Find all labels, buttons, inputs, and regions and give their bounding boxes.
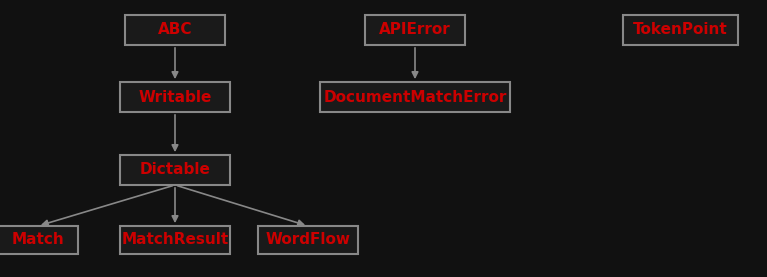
Text: APIError: APIError — [379, 22, 451, 37]
Bar — [365, 15, 465, 45]
Text: Writable: Writable — [138, 89, 212, 104]
Bar — [320, 82, 510, 112]
Text: DocumentMatchError: DocumentMatchError — [324, 89, 507, 104]
Bar — [623, 15, 738, 45]
Bar — [258, 226, 358, 254]
Text: WordFlow: WordFlow — [265, 232, 351, 248]
Text: Match: Match — [12, 232, 64, 248]
Text: ABC: ABC — [158, 22, 193, 37]
Bar — [125, 15, 225, 45]
Bar — [120, 155, 230, 185]
Text: MatchResult: MatchResult — [121, 232, 229, 248]
Text: TokenPoint: TokenPoint — [633, 22, 727, 37]
Bar — [0, 226, 78, 254]
Bar — [120, 82, 230, 112]
Text: Dictable: Dictable — [140, 163, 210, 178]
Bar — [120, 226, 230, 254]
